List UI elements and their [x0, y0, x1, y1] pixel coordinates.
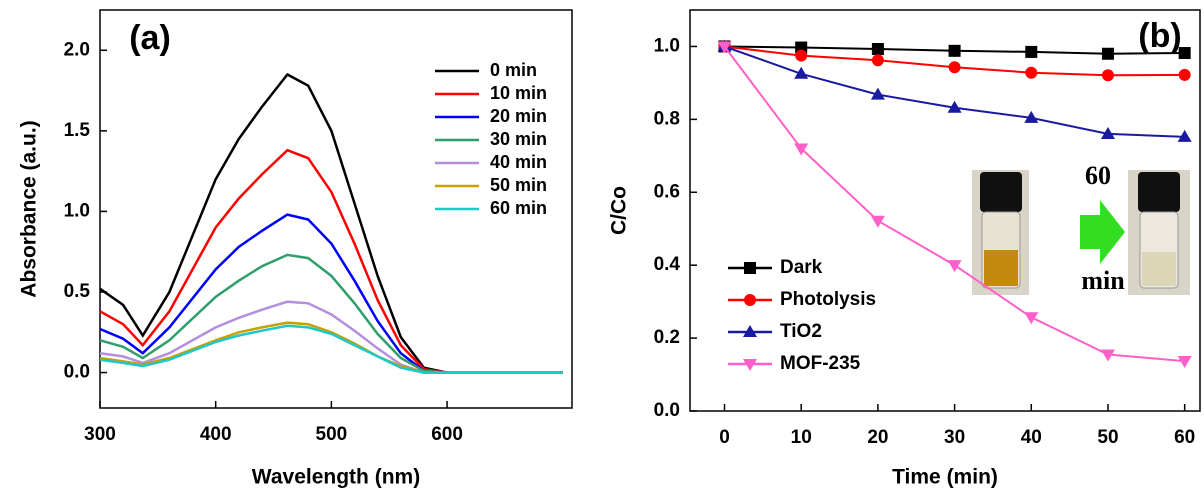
annotation: (a): [129, 19, 171, 57]
marker: [744, 294, 756, 306]
marker: [1177, 356, 1192, 369]
annotation: (b): [1138, 17, 1181, 55]
marker: [947, 260, 962, 273]
series-line: [99, 324, 563, 374]
marker: [1178, 68, 1191, 81]
y-tick-label: 1.5: [64, 120, 91, 141]
x-tick-label: 50: [1097, 427, 1118, 448]
legend-label: TiO2: [780, 321, 822, 342]
marker: [795, 49, 808, 62]
marker: [717, 41, 732, 54]
marker: [1100, 349, 1115, 362]
legend-label: 10 min: [490, 83, 547, 103]
legend-label: 0 min: [490, 60, 537, 80]
marker: [744, 262, 756, 274]
y-tick-label: 0.4: [654, 254, 681, 275]
x-tick-label: 20: [867, 427, 888, 448]
y-tick-label: 2.0: [64, 39, 90, 60]
legend-label: Dark: [780, 257, 823, 278]
series-line: [99, 321, 563, 374]
x-axis-label: Wavelength (nm): [252, 466, 420, 489]
x-tick-label: 400: [200, 424, 232, 445]
marker: [743, 359, 757, 371]
marker: [870, 87, 885, 100]
marker: [1025, 45, 1038, 58]
marker: [947, 100, 962, 113]
plot-frame: [689, 9, 1201, 412]
y-tick-label: 0.5: [64, 281, 91, 302]
x-axis-label: Time (min): [892, 466, 998, 489]
x-tick-label: 10: [791, 427, 812, 448]
inset-photo: [972, 170, 1190, 295]
marker: [948, 44, 961, 57]
series-line: [724, 45, 1185, 138]
x-tick-label: 600: [431, 424, 463, 445]
marker: [1177, 129, 1192, 142]
marker: [871, 54, 884, 67]
legend-label: 60 min: [490, 198, 547, 218]
legend-label: MOF-235: [780, 353, 861, 374]
y-axis-label: Absorbance (a.u.): [18, 120, 41, 297]
marker: [794, 143, 809, 156]
marker: [1178, 47, 1191, 60]
plot-frame: [99, 9, 573, 409]
x-tick-label: 500: [316, 424, 348, 445]
y-tick-label: 0.8: [654, 108, 680, 129]
marker: [1025, 66, 1038, 79]
x-tick-label: 0: [719, 427, 730, 448]
legend-label: 20 min: [490, 106, 547, 126]
marker: [871, 43, 884, 56]
x-tick-label: 300: [84, 424, 116, 445]
x-tick-label: 30: [944, 427, 965, 448]
y-tick-label: 0.0: [654, 400, 680, 421]
marker: [1101, 69, 1114, 82]
marker: [1101, 47, 1114, 60]
marker: [743, 325, 757, 337]
marker: [1100, 126, 1115, 139]
y-tick-label: 1.0: [654, 35, 680, 56]
marker: [1024, 312, 1039, 325]
y-tick-label: 0.6: [654, 181, 680, 202]
series-line: [723, 45, 1185, 363]
legend-label: 30 min: [490, 129, 547, 149]
y-axis-label: C/Co: [608, 186, 631, 235]
y-tick-label: 1.0: [64, 200, 90, 221]
marker: [870, 215, 885, 228]
marker: [794, 66, 809, 79]
legend-label: Photolysis: [780, 289, 876, 310]
x-tick-label: 60: [1174, 427, 1195, 448]
marker: [948, 61, 961, 74]
x-tick-label: 40: [1021, 427, 1042, 448]
annotation: min: [1081, 266, 1125, 295]
annotation: 60: [1085, 161, 1111, 190]
y-tick-label: 0.2: [654, 327, 680, 348]
y-tick-label: 0.0: [64, 362, 90, 383]
legend-label: 40 min: [490, 152, 547, 172]
legend-label: 50 min: [490, 175, 547, 195]
marker: [1024, 110, 1039, 123]
